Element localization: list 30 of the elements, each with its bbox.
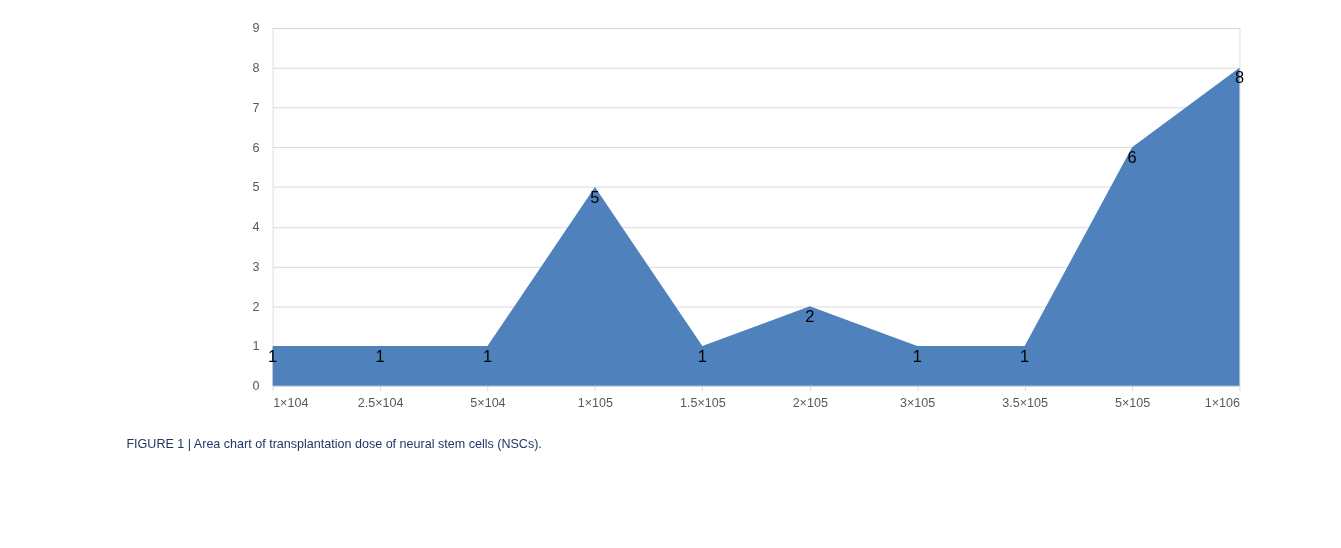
x-tick-label: 5×104 [470, 395, 506, 410]
data-label: 2 [805, 306, 815, 325]
y-tick-label: 5 [252, 180, 260, 195]
data-label: 1 [697, 346, 707, 365]
data-label: 1 [482, 346, 493, 365]
x-tick-label: 1×104 [273, 395, 309, 410]
x-tick-label: 3.5×105 [1002, 395, 1048, 410]
data-label: 8 [1234, 68, 1245, 87]
x-tick-label: 3×105 [900, 395, 936, 410]
caption: FIGURE 1 | Area chart of transplantation dose of neural stem cells (NSCs). [126, 436, 542, 451]
y-tick-label: 9 [252, 21, 260, 36]
y-tick-label: 6 [252, 140, 260, 155]
x-tick-label: 1×106 [1204, 395, 1240, 410]
x-tick-label: 2×105 [792, 395, 828, 410]
data-label: 1 [375, 346, 385, 365]
x-tick-label: 5×105 [1114, 395, 1151, 410]
y-tick-label: 2 [252, 299, 260, 314]
y-tick-label: 7 [252, 100, 260, 115]
data-label: 5 [590, 187, 600, 206]
y-tick-label: 0 [252, 379, 260, 394]
y-tick-label: 1 [252, 339, 260, 354]
y-tick-label: 4 [252, 220, 260, 235]
y-tick-label: 3 [252, 259, 260, 274]
data-label: 6 [1127, 147, 1137, 166]
y-tick-label: 8 [252, 61, 260, 76]
x-tick-label: 1×105 [577, 395, 614, 410]
data-label: 1 [1020, 346, 1030, 365]
data-label: 1 [912, 346, 922, 365]
x-tick-label: 1.5×105 [679, 395, 726, 410]
x-tick-label: 2.5×104 [357, 395, 404, 410]
